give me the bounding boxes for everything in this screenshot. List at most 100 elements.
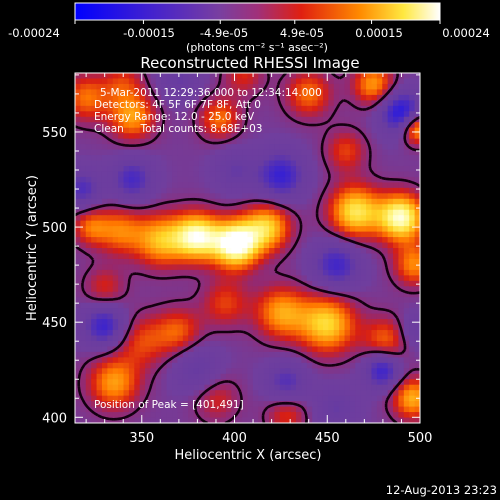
heatmap-cell (85, 379, 92, 386)
heatmap-cell (225, 105, 232, 112)
heatmap-cell (242, 242, 249, 249)
heatmap-cell (236, 313, 243, 320)
heatmap-cell (209, 346, 216, 353)
heatmap-cell (366, 340, 373, 348)
heatmap-cell (242, 401, 249, 408)
heatmap-cell (387, 280, 394, 287)
heatmap-cell (285, 286, 292, 293)
heatmap-cell (344, 220, 351, 227)
heatmap-cell (107, 373, 114, 380)
heatmap-cell (252, 324, 259, 331)
heatmap-cell (339, 89, 346, 96)
heatmap-cell (263, 335, 270, 342)
heatmap-cell (150, 149, 157, 156)
heatmap-cell (371, 313, 378, 320)
heatmap-cell (339, 324, 346, 331)
heatmap-cell (296, 357, 303, 364)
heatmap-cell (215, 160, 222, 167)
heatmap-cell (371, 248, 378, 255)
heatmap-cell (161, 351, 168, 358)
heatmap-cell (198, 215, 205, 222)
heatmap-cell (371, 280, 378, 287)
heatmap-cell (118, 368, 125, 375)
heatmap-cell (344, 116, 351, 123)
heatmap-cell (182, 171, 189, 178)
heatmap-cell (344, 264, 351, 271)
heatmap-cell (269, 78, 276, 85)
heatmap-cell (360, 215, 367, 222)
heatmap-cell (172, 160, 179, 167)
heatmap-cell (382, 231, 389, 238)
heatmap-cell (349, 280, 356, 287)
heatmap-cell (242, 390, 249, 397)
heatmap-cell (296, 89, 303, 96)
heatmap-cell (279, 215, 286, 222)
heatmap-cell (107, 220, 114, 227)
heatmap-cell (188, 83, 195, 91)
heatmap-cell (409, 330, 416, 337)
heatmap-cell (107, 357, 114, 364)
heatmap-cell (398, 133, 405, 140)
heatmap-cell (274, 346, 281, 353)
heatmap-cell (91, 390, 98, 397)
heatmap-cell (166, 193, 173, 200)
heatmap-cell (290, 286, 297, 293)
heatmap-cell (290, 155, 297, 162)
heatmap-cell (279, 122, 286, 129)
heatmap-cell (91, 275, 98, 282)
heatmap-cell (317, 346, 324, 353)
heatmap-cell (414, 160, 420, 167)
heatmap-cell (155, 324, 162, 331)
heatmap-cell (118, 209, 125, 216)
heatmap-cell (339, 308, 346, 315)
heatmap-cell (312, 368, 319, 375)
heatmap-cell (296, 269, 303, 276)
heatmap-cell (306, 78, 313, 85)
heatmap-cell (349, 198, 356, 205)
heatmap-cell (290, 182, 297, 189)
heatmap-cell (209, 417, 216, 423)
heatmap-cell (145, 275, 152, 282)
heatmap-cell (247, 193, 254, 200)
heatmap-cell (403, 133, 410, 140)
heatmap-cell (225, 357, 232, 364)
heatmap-cell (96, 155, 103, 162)
heatmap-cell (409, 269, 416, 276)
heatmap-cell (107, 302, 114, 309)
heatmap-cell (215, 105, 222, 112)
heatmap-cell (247, 264, 254, 271)
heatmap-cell (322, 94, 329, 101)
heatmap-cell (328, 83, 335, 91)
heatmap-cell (274, 275, 281, 282)
heatmap-cell (209, 412, 216, 419)
heatmap-cell (242, 379, 249, 386)
heatmap-cell (322, 384, 329, 391)
heatmap-cell (172, 280, 179, 287)
heatmap-cell (188, 155, 195, 162)
heatmap-cell (139, 340, 146, 348)
heatmap-cell (322, 379, 329, 386)
heatmap-cell (96, 127, 103, 134)
heatmap-cell (317, 171, 324, 178)
heatmap-cell (112, 127, 119, 134)
heatmap-cell (371, 127, 378, 134)
heatmap-cell (215, 155, 222, 162)
heatmap-cell (231, 269, 238, 276)
heatmap-cell (279, 237, 286, 244)
heatmap-cell (123, 160, 130, 167)
heatmap-cell (231, 176, 238, 183)
heatmap-cell (296, 368, 303, 375)
heatmap-cell (403, 171, 410, 178)
heatmap-cell (155, 226, 162, 233)
heatmap-cell (166, 231, 173, 238)
heatmap-cell (188, 417, 195, 423)
heatmap-cell (101, 308, 108, 315)
heatmap-cell (128, 176, 135, 183)
heatmap-cell (376, 182, 383, 189)
heatmap-cell (360, 204, 367, 211)
heatmap-cell (204, 346, 211, 353)
heatmap-cell (198, 116, 205, 123)
heatmap-cell (188, 176, 195, 183)
heatmap-cell (145, 138, 152, 145)
heatmap-cell (91, 100, 98, 107)
